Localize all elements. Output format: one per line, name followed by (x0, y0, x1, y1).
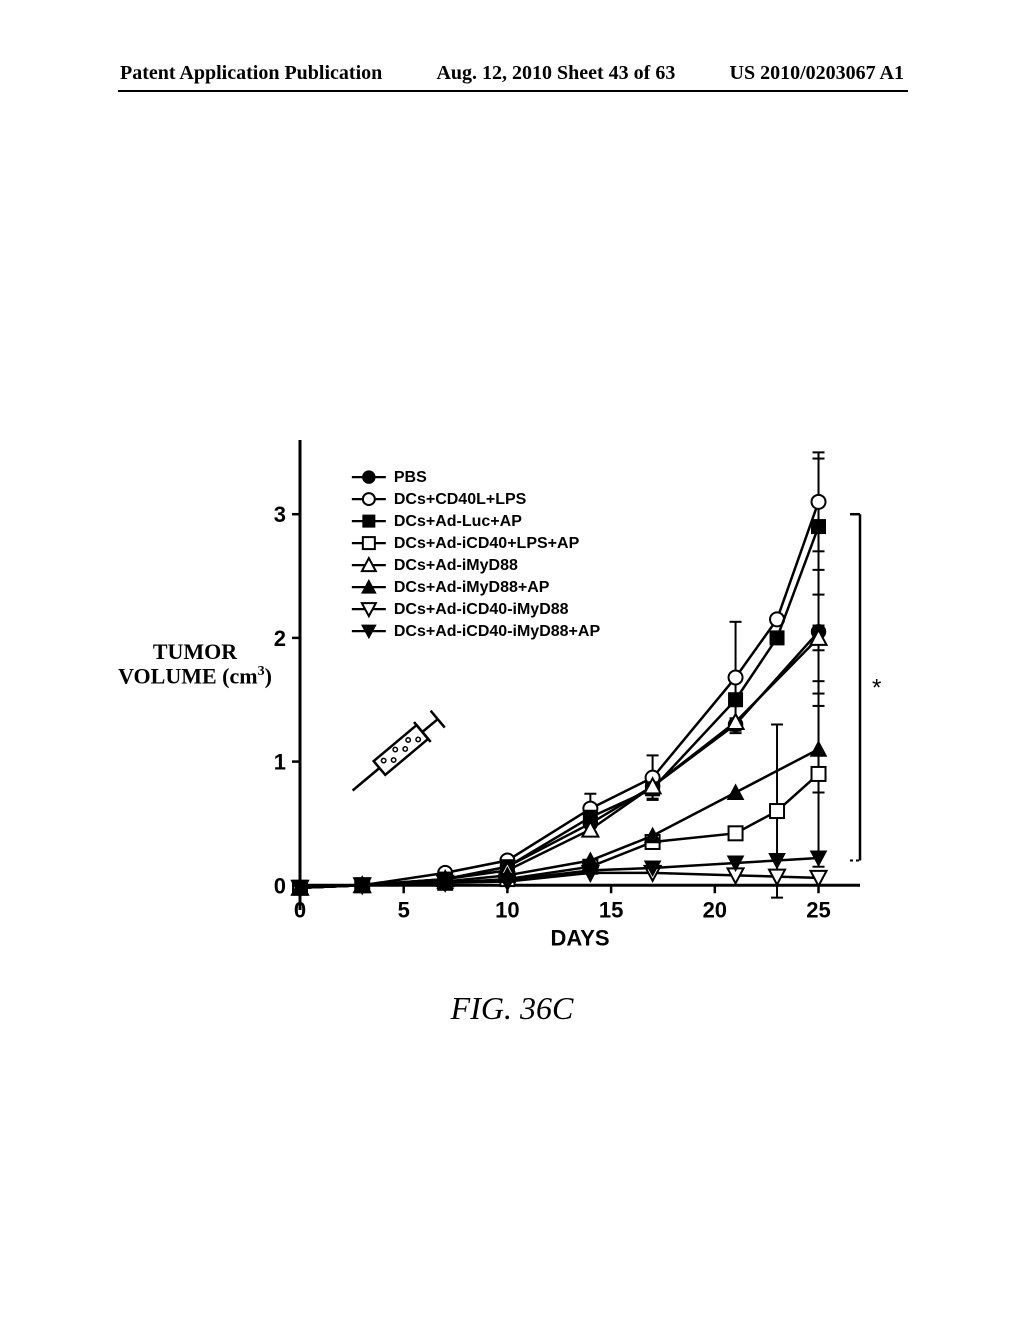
svg-text:DCs+Ad-iCD40-iMyD88+AP: DCs+Ad-iCD40-iMyD88+AP (394, 623, 601, 640)
svg-text:DCs+Ad-iCD40+LPS+AP: DCs+Ad-iCD40+LPS+AP (394, 535, 580, 552)
header-rule (118, 90, 908, 92)
ylabel-exponent: 3 (258, 664, 265, 679)
svg-text:0: 0 (274, 873, 286, 898)
header-left: Patent Application Publication (120, 62, 382, 85)
svg-text:10: 10 (495, 897, 519, 922)
svg-text:DCs+Ad-Luc+AP: DCs+Ad-Luc+AP (394, 513, 522, 530)
chart-svg: 0510152025DAYS0123PBSDCs+CD40L+LPSDCs+Ad… (120, 420, 920, 980)
svg-text:DCs+Ad-iMyD88: DCs+Ad-iMyD88 (394, 557, 518, 574)
figure-label: FIG. 36C (0, 990, 1024, 1027)
svg-text:*: * (872, 674, 881, 701)
svg-text:0: 0 (294, 897, 306, 922)
ylabel-line2-suffix: ) (265, 664, 272, 689)
svg-text:1: 1 (274, 750, 286, 775)
chart-container: TUMOR VOLUME (cm3) 0510152025DAYS0123PBS… (120, 420, 920, 980)
svg-text:25: 25 (806, 897, 830, 922)
ylabel-line2-prefix: VOLUME (cm (118, 664, 257, 689)
svg-text:20: 20 (703, 897, 727, 922)
svg-text:15: 15 (599, 897, 623, 922)
page-root: Patent Application Publication Aug. 12, … (0, 0, 1024, 1320)
page-header: Patent Application Publication Aug. 12, … (0, 62, 1024, 85)
header-right: US 2010/0203067 A1 (730, 62, 904, 85)
svg-text:3: 3 (274, 502, 286, 527)
svg-text:5: 5 (398, 897, 410, 922)
svg-text:DCs+CD40L+LPS: DCs+CD40L+LPS (394, 491, 527, 508)
y-axis-label: TUMOR VOLUME (cm3) (110, 640, 280, 689)
ylabel-line1: TUMOR (153, 639, 237, 664)
header-mid: Aug. 12, 2010 Sheet 43 of 63 (436, 62, 675, 85)
svg-text:DAYS: DAYS (550, 925, 609, 950)
svg-text:DCs+Ad-iCD40-iMyD88: DCs+Ad-iCD40-iMyD88 (394, 601, 569, 618)
svg-text:DCs+Ad-iMyD88+AP: DCs+Ad-iMyD88+AP (394, 579, 550, 596)
svg-text:PBS: PBS (394, 469, 427, 486)
